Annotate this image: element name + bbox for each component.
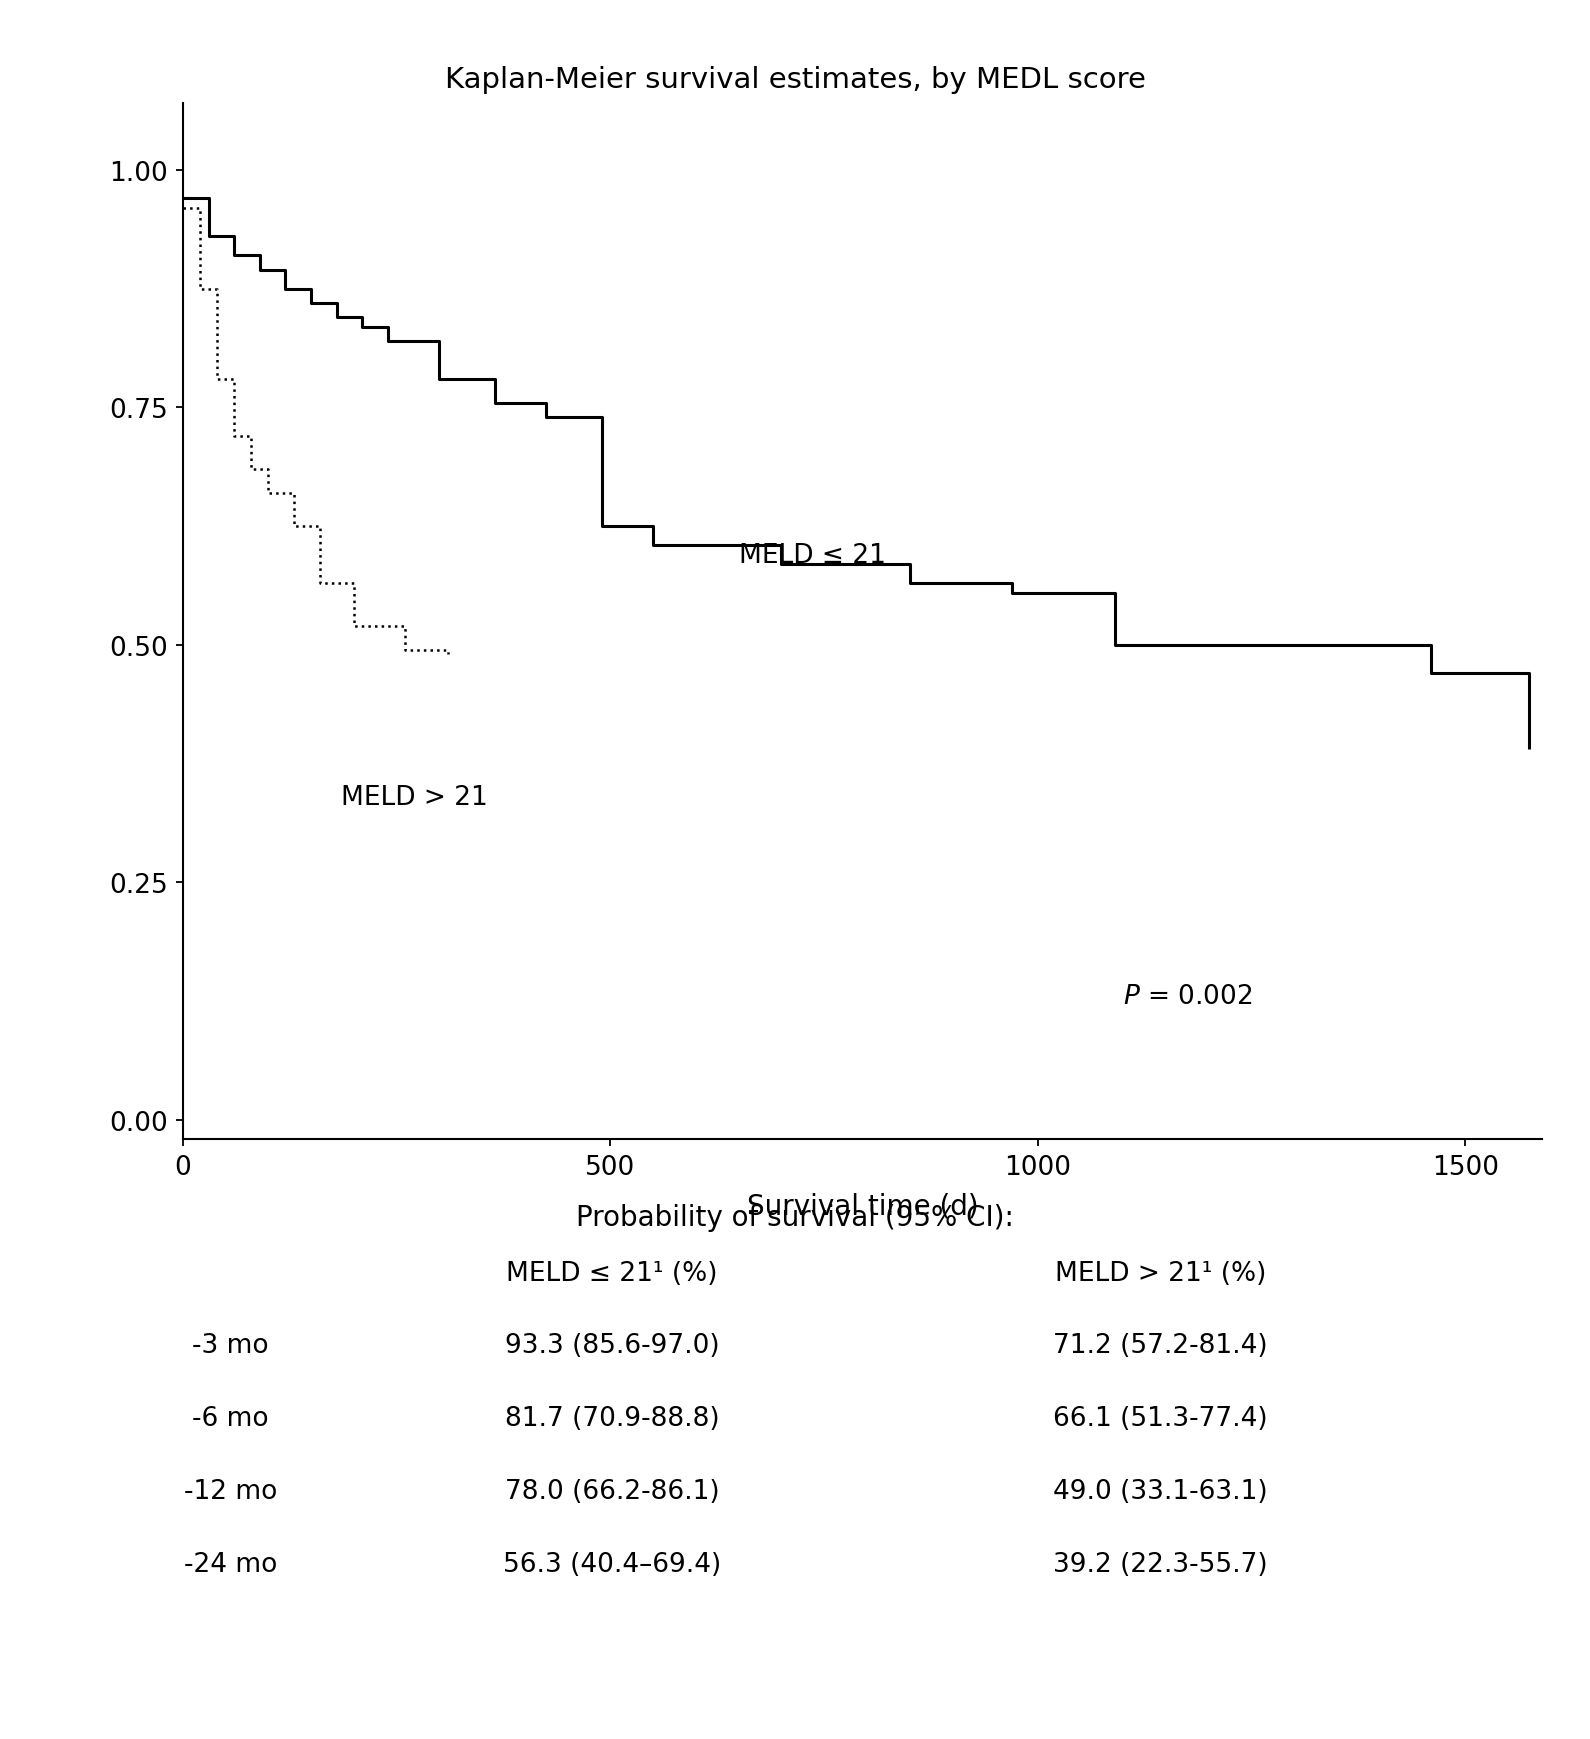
- Text: 39.2 (22.3-55.7): 39.2 (22.3-55.7): [1054, 1551, 1267, 1577]
- Text: -6 mo: -6 mo: [192, 1405, 269, 1431]
- Text: 49.0 (33.1-63.1): 49.0 (33.1-63.1): [1054, 1478, 1267, 1504]
- Text: -12 mo: -12 mo: [184, 1478, 277, 1504]
- Text: 78.0 (66.2-86.1): 78.0 (66.2-86.1): [506, 1478, 719, 1504]
- Text: MELD > 21¹ (%): MELD > 21¹ (%): [1056, 1261, 1266, 1287]
- Text: MELD ≤ 21: MELD ≤ 21: [739, 543, 886, 569]
- Text: 71.2 (57.2-81.4): 71.2 (57.2-81.4): [1054, 1332, 1267, 1358]
- Text: MELD ≤ 21¹ (%): MELD ≤ 21¹ (%): [506, 1261, 719, 1287]
- Text: 81.7 (70.9-88.8): 81.7 (70.9-88.8): [506, 1405, 719, 1431]
- Text: -3 mo: -3 mo: [192, 1332, 269, 1358]
- Text: 66.1 (51.3-77.4): 66.1 (51.3-77.4): [1054, 1405, 1267, 1431]
- Text: $\it{P}$ = 0.002: $\it{P}$ = 0.002: [1124, 984, 1253, 1010]
- Text: -24 mo: -24 mo: [184, 1551, 277, 1577]
- Text: 56.3 (40.4–69.4): 56.3 (40.4–69.4): [502, 1551, 722, 1577]
- Text: Kaplan-Meier survival estimates, by MEDL score: Kaplan-Meier survival estimates, by MEDL…: [445, 66, 1145, 94]
- Text: Probability of survival (95% CI):: Probability of survival (95% CI):: [576, 1203, 1014, 1231]
- Text: 93.3 (85.6-97.0): 93.3 (85.6-97.0): [506, 1332, 719, 1358]
- X-axis label: Survival time (d): Survival time (d): [747, 1191, 978, 1219]
- Text: MELD > 21: MELD > 21: [340, 784, 488, 810]
